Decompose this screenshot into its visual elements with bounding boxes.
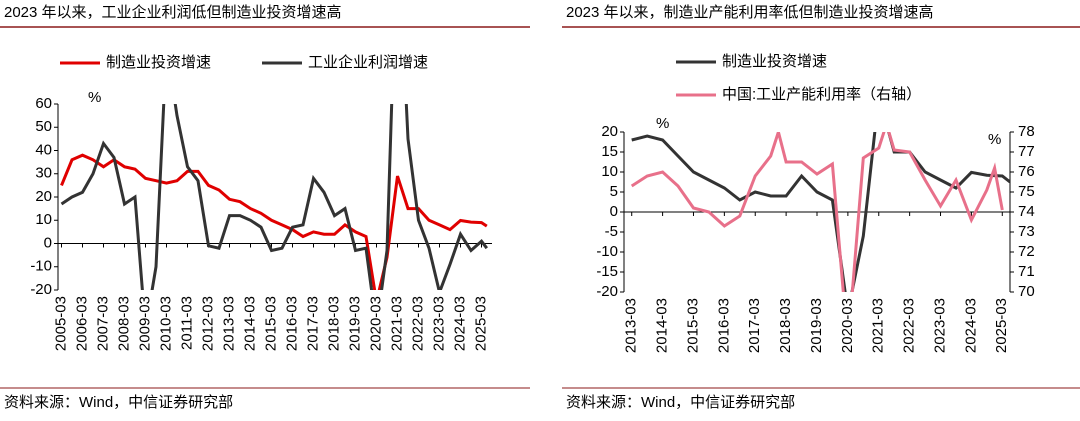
x-tick-label: 2010-03 xyxy=(157,296,174,351)
x-tick-label: 2014-03 xyxy=(241,296,258,351)
x-tick-label: 2008-03 xyxy=(115,296,132,351)
x-tick-label: 2021-03 xyxy=(388,296,405,351)
y-tick-label: -15 xyxy=(596,263,618,280)
unit-label: % xyxy=(88,89,101,106)
y2-tick-label: 77 xyxy=(1018,143,1035,160)
y-tick-label: 20 xyxy=(35,188,52,205)
series-line xyxy=(630,132,1004,292)
x-tick-label: 2019-03 xyxy=(808,298,825,353)
y2-tick-label: 70 xyxy=(1018,283,1035,300)
y-tick-label: 60 xyxy=(35,95,52,112)
x-tick-label: 2011-03 xyxy=(178,296,195,350)
x-tick-label: 2025-03 xyxy=(993,298,1010,353)
y2-tick-label: 74 xyxy=(1018,203,1035,220)
x-tick-label: 2022-03 xyxy=(409,296,426,351)
y-tick-label: -5 xyxy=(605,223,618,240)
x-tick-label: 2014-03 xyxy=(654,298,671,353)
x-tick-label: 2013-03 xyxy=(220,296,237,351)
y-tick-label: 15 xyxy=(601,143,618,160)
y2-tick-label: 73 xyxy=(1018,223,1035,240)
x-tick-label: 2020-03 xyxy=(367,296,384,351)
x-tick-label: 2024-03 xyxy=(962,298,979,353)
y-tick-label: 30 xyxy=(35,165,52,182)
y-tick-label: 20 xyxy=(601,123,618,140)
x-tick-label: 2020-03 xyxy=(839,298,856,353)
y-tick-label: -20 xyxy=(596,283,618,300)
y-tick-label: 0 xyxy=(44,234,52,251)
y-tick-label: -10 xyxy=(30,258,52,275)
x-tick-label: 2012-03 xyxy=(199,296,216,351)
y-tick-label: 40 xyxy=(35,141,52,158)
legend-label: 工业企业利润增速 xyxy=(308,53,428,71)
unit-label: % xyxy=(656,115,669,132)
y-tick-label: 5 xyxy=(610,183,618,200)
series-line xyxy=(631,132,1010,292)
legend-label: 中国:工业产能利用率（右轴） xyxy=(722,86,921,103)
x-tick-label: 2007-03 xyxy=(94,296,111,351)
x-tick-label: 2015-03 xyxy=(684,298,701,353)
x-tick-label: 2005-03 xyxy=(52,296,69,351)
y2-tick-label: 75 xyxy=(1018,183,1035,200)
x-tick-label: 2018-03 xyxy=(777,298,794,353)
x-tick-label: 2016-03 xyxy=(715,298,732,353)
y-tick-label: -20 xyxy=(30,281,52,298)
y2-tick-label: 76 xyxy=(1018,163,1035,180)
x-tick-label: 2024-03 xyxy=(451,296,468,351)
y-tick-label: 50 xyxy=(35,118,52,135)
series-line xyxy=(60,153,488,290)
legend-label: 制造业投资增速 xyxy=(106,54,211,71)
source: 资料来源：Wind，中信证券研究部 xyxy=(4,394,233,411)
x-tick-label: 2018-03 xyxy=(325,296,342,351)
series-line xyxy=(60,104,488,290)
chart-title: 2023 年以来，工业企业利润低但制造业投资增速高 xyxy=(4,3,342,21)
unit-label: % xyxy=(988,131,1001,148)
y-tick-label: 0 xyxy=(610,203,618,220)
x-tick-label: 2017-03 xyxy=(304,296,321,351)
x-tick-label: 2017-03 xyxy=(746,298,763,353)
x-tick-label: 2009-03 xyxy=(136,296,153,351)
x-tick-label: 2015-03 xyxy=(262,296,279,351)
x-tick-label: 2023-03 xyxy=(430,296,447,351)
chart-title: 2023 年以来，制造业产能利用率低但制造业投资增速高 xyxy=(566,4,934,21)
source: 资料来源：Wind，中信证券研究部 xyxy=(566,394,795,411)
legend-label: 制造业投资增速 xyxy=(722,53,827,70)
x-tick-label: 2021-03 xyxy=(870,298,887,353)
x-tick-label: 2016-03 xyxy=(283,296,300,351)
x-tick-label: 2019-03 xyxy=(346,296,363,351)
x-tick-label: 2013-03 xyxy=(623,298,640,353)
x-tick-label: 2006-03 xyxy=(73,296,90,351)
y-tick-label: 10 xyxy=(35,211,52,228)
y2-tick-label: 72 xyxy=(1018,243,1035,260)
y2-tick-label: 78 xyxy=(1018,123,1035,140)
x-tick-label: 2022-03 xyxy=(901,298,918,353)
y2-tick-label: 71 xyxy=(1018,263,1035,280)
x-tick-label: 2023-03 xyxy=(931,298,948,353)
y-tick-label: -10 xyxy=(596,243,618,260)
x-tick-label: 2025-03 xyxy=(472,296,489,351)
y-tick-label: 10 xyxy=(601,163,618,180)
